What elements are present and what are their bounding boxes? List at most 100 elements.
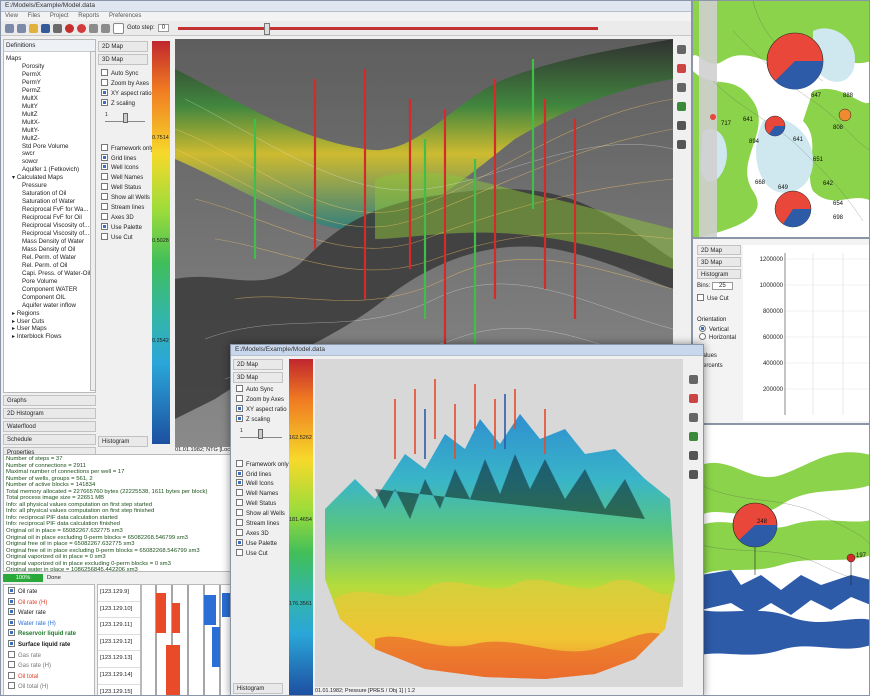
rate-item[interactable]: Oil rate (H) xyxy=(4,597,94,609)
tree-item[interactable]: sowcr xyxy=(6,158,95,166)
tree-item[interactable]: ▾ Calculated Maps xyxy=(6,174,95,182)
main-option-checkbox[interactable] xyxy=(101,163,108,171)
main-option-checkbox[interactable] xyxy=(101,212,108,220)
main-option-checkbox[interactable] xyxy=(101,143,108,151)
tree-item[interactable]: Saturation of Water xyxy=(6,198,95,206)
refresh-icon[interactable] xyxy=(101,23,110,33)
tab-schedule[interactable]: Schedule xyxy=(3,434,96,445)
overlay-camera-icon[interactable] xyxy=(689,451,698,460)
overlay-option-checkbox[interactable] xyxy=(236,469,243,477)
main-option-checkbox[interactable] xyxy=(101,78,108,86)
right-bottom-map[interactable]: 248 197 xyxy=(700,424,870,696)
tree-item[interactable]: Component OIL xyxy=(6,294,95,302)
rate-item[interactable]: Oil total xyxy=(4,671,94,683)
rate-item[interactable]: Water rate (H) xyxy=(4,618,94,630)
tree-item[interactable]: Reciprocal FvF for Wa... xyxy=(6,206,95,214)
main-option-checkbox[interactable] xyxy=(101,98,108,106)
goto-step-input[interactable]: 0 xyxy=(157,24,170,32)
main-option-row[interactable]: Well Icons xyxy=(101,163,149,173)
save-icon[interactable] xyxy=(41,23,50,33)
rate-item[interactable]: Surface liquid rate xyxy=(4,639,94,651)
orientation-horizontal[interactable]: Horizontal xyxy=(699,333,736,343)
overlay-palette-icon[interactable] xyxy=(689,394,698,403)
expand-chevron-icon[interactable]: ▸ xyxy=(12,317,17,325)
time-slider-thumb[interactable] xyxy=(264,22,271,35)
main-option-row[interactable]: Stream lines xyxy=(101,203,149,213)
radio-vertical[interactable] xyxy=(699,325,706,332)
tree-item[interactable]: Pore Volume xyxy=(6,278,95,286)
tree-item[interactable]: MultZ- xyxy=(6,135,95,143)
main-option-checkbox[interactable] xyxy=(101,153,108,161)
rate-item[interactable]: Gas rate xyxy=(4,650,94,662)
expand-chevron-icon[interactable]: ▾ xyxy=(12,174,17,182)
overlay-tab-2d[interactable]: 2D Map xyxy=(233,359,283,370)
main-option-checkbox[interactable] xyxy=(101,88,108,96)
rate-checkbox[interactable] xyxy=(8,629,15,637)
bins-input[interactable]: 25 xyxy=(712,282,733,290)
tree-item[interactable]: MultZ xyxy=(6,111,95,119)
print-icon[interactable] xyxy=(677,140,686,149)
camera-icon[interactable] xyxy=(677,121,686,130)
stop-icon[interactable] xyxy=(65,23,74,33)
export-icon[interactable] xyxy=(53,23,62,33)
overlay-option-row[interactable]: Stream lines xyxy=(236,519,286,529)
radio-horizontal[interactable] xyxy=(699,333,706,340)
overlay-snapshot-icon[interactable] xyxy=(689,375,698,384)
main-option-checkbox[interactable] xyxy=(101,193,108,201)
tree-item[interactable]: Rel. Perm. of Oil xyxy=(6,262,95,270)
tree-item[interactable]: Mass Density of Oil xyxy=(6,246,95,254)
main-option-checkbox[interactable] xyxy=(101,222,108,230)
overlay-option-checkbox[interactable] xyxy=(236,548,243,556)
expand-chevron-icon[interactable]: ▸ xyxy=(12,325,17,333)
main-option-row[interactable]: Z scaling xyxy=(101,98,149,109)
main-option-checkbox[interactable] xyxy=(101,203,108,211)
overlay-option-checkbox[interactable] xyxy=(236,459,243,467)
overlay-option-row[interactable]: Framework only xyxy=(236,459,289,470)
tree-item[interactable]: ▸ User Cuts xyxy=(6,318,95,326)
values-option[interactable]: Values xyxy=(699,353,717,359)
tree-item[interactable]: MultY- xyxy=(6,127,95,135)
overlay-z-scaling-thumb[interactable] xyxy=(258,428,263,439)
overlay-option-checkbox[interactable] xyxy=(236,404,243,412)
tree-item[interactable]: Aquifer 1 (Fetkovich) xyxy=(6,166,95,174)
menu-project[interactable]: Project xyxy=(49,13,69,19)
overlay-option-checkbox[interactable] xyxy=(236,519,243,527)
main-option-row[interactable]: Auto Sync xyxy=(101,69,149,79)
overlay-zoom-icon[interactable] xyxy=(689,413,698,422)
overlay-option-checkbox[interactable] xyxy=(236,509,243,517)
tree-item[interactable]: MultX xyxy=(6,95,95,103)
tree-item[interactable]: PermZ xyxy=(6,87,95,95)
overlay-option-row[interactable]: Grid lines xyxy=(236,469,286,480)
open-icon[interactable] xyxy=(29,23,38,33)
main-option-row[interactable]: Well Names xyxy=(101,173,149,183)
tree-item[interactable]: MultX- xyxy=(6,119,95,127)
main-option-checkbox[interactable] xyxy=(101,183,108,191)
expand-chevron-icon[interactable]: ▸ xyxy=(12,333,17,341)
tab-3d-map[interactable]: 3D Map xyxy=(98,54,148,65)
main-option-row[interactable]: Framework only xyxy=(101,143,154,154)
snapshot-icon[interactable] xyxy=(677,45,686,54)
rate-checkbox[interactable] xyxy=(8,597,15,605)
menu-files[interactable]: Files xyxy=(27,13,41,19)
rate-item[interactable]: Reservoir liquid rate xyxy=(4,629,94,640)
overlay-option-checkbox[interactable] xyxy=(236,489,243,497)
rate-item[interactable]: Water rate xyxy=(4,608,94,619)
tab-histogram[interactable]: Histogram xyxy=(98,436,148,447)
orientation-vertical[interactable]: Vertical xyxy=(699,325,729,335)
rate-item[interactable]: Gas rate (H) xyxy=(4,661,94,672)
overlay-tab-3d[interactable]: 3D Map xyxy=(233,372,283,383)
tree-item[interactable]: Reciprocal Viscosity of... xyxy=(6,222,95,230)
rate-checkbox[interactable] xyxy=(8,608,15,616)
tab-graphs[interactable]: Graphs xyxy=(3,395,96,406)
percents-option[interactable]: Percents xyxy=(699,363,723,369)
tree-item[interactable]: Porosity xyxy=(6,63,95,71)
tree-item[interactable]: Std Pore Volume xyxy=(6,143,95,151)
menu-preferences[interactable]: Preferences xyxy=(108,13,142,19)
forward-icon[interactable] xyxy=(17,23,26,33)
main-z-scaling-thumb[interactable] xyxy=(123,112,128,123)
tree-item[interactable]: MultY xyxy=(6,103,95,111)
hist-tab-3d[interactable]: 3D Map xyxy=(697,257,741,267)
rate-item[interactable]: Oil rate xyxy=(4,587,94,598)
main-option-checkbox[interactable] xyxy=(101,232,108,240)
settings-icon[interactable] xyxy=(89,23,98,33)
